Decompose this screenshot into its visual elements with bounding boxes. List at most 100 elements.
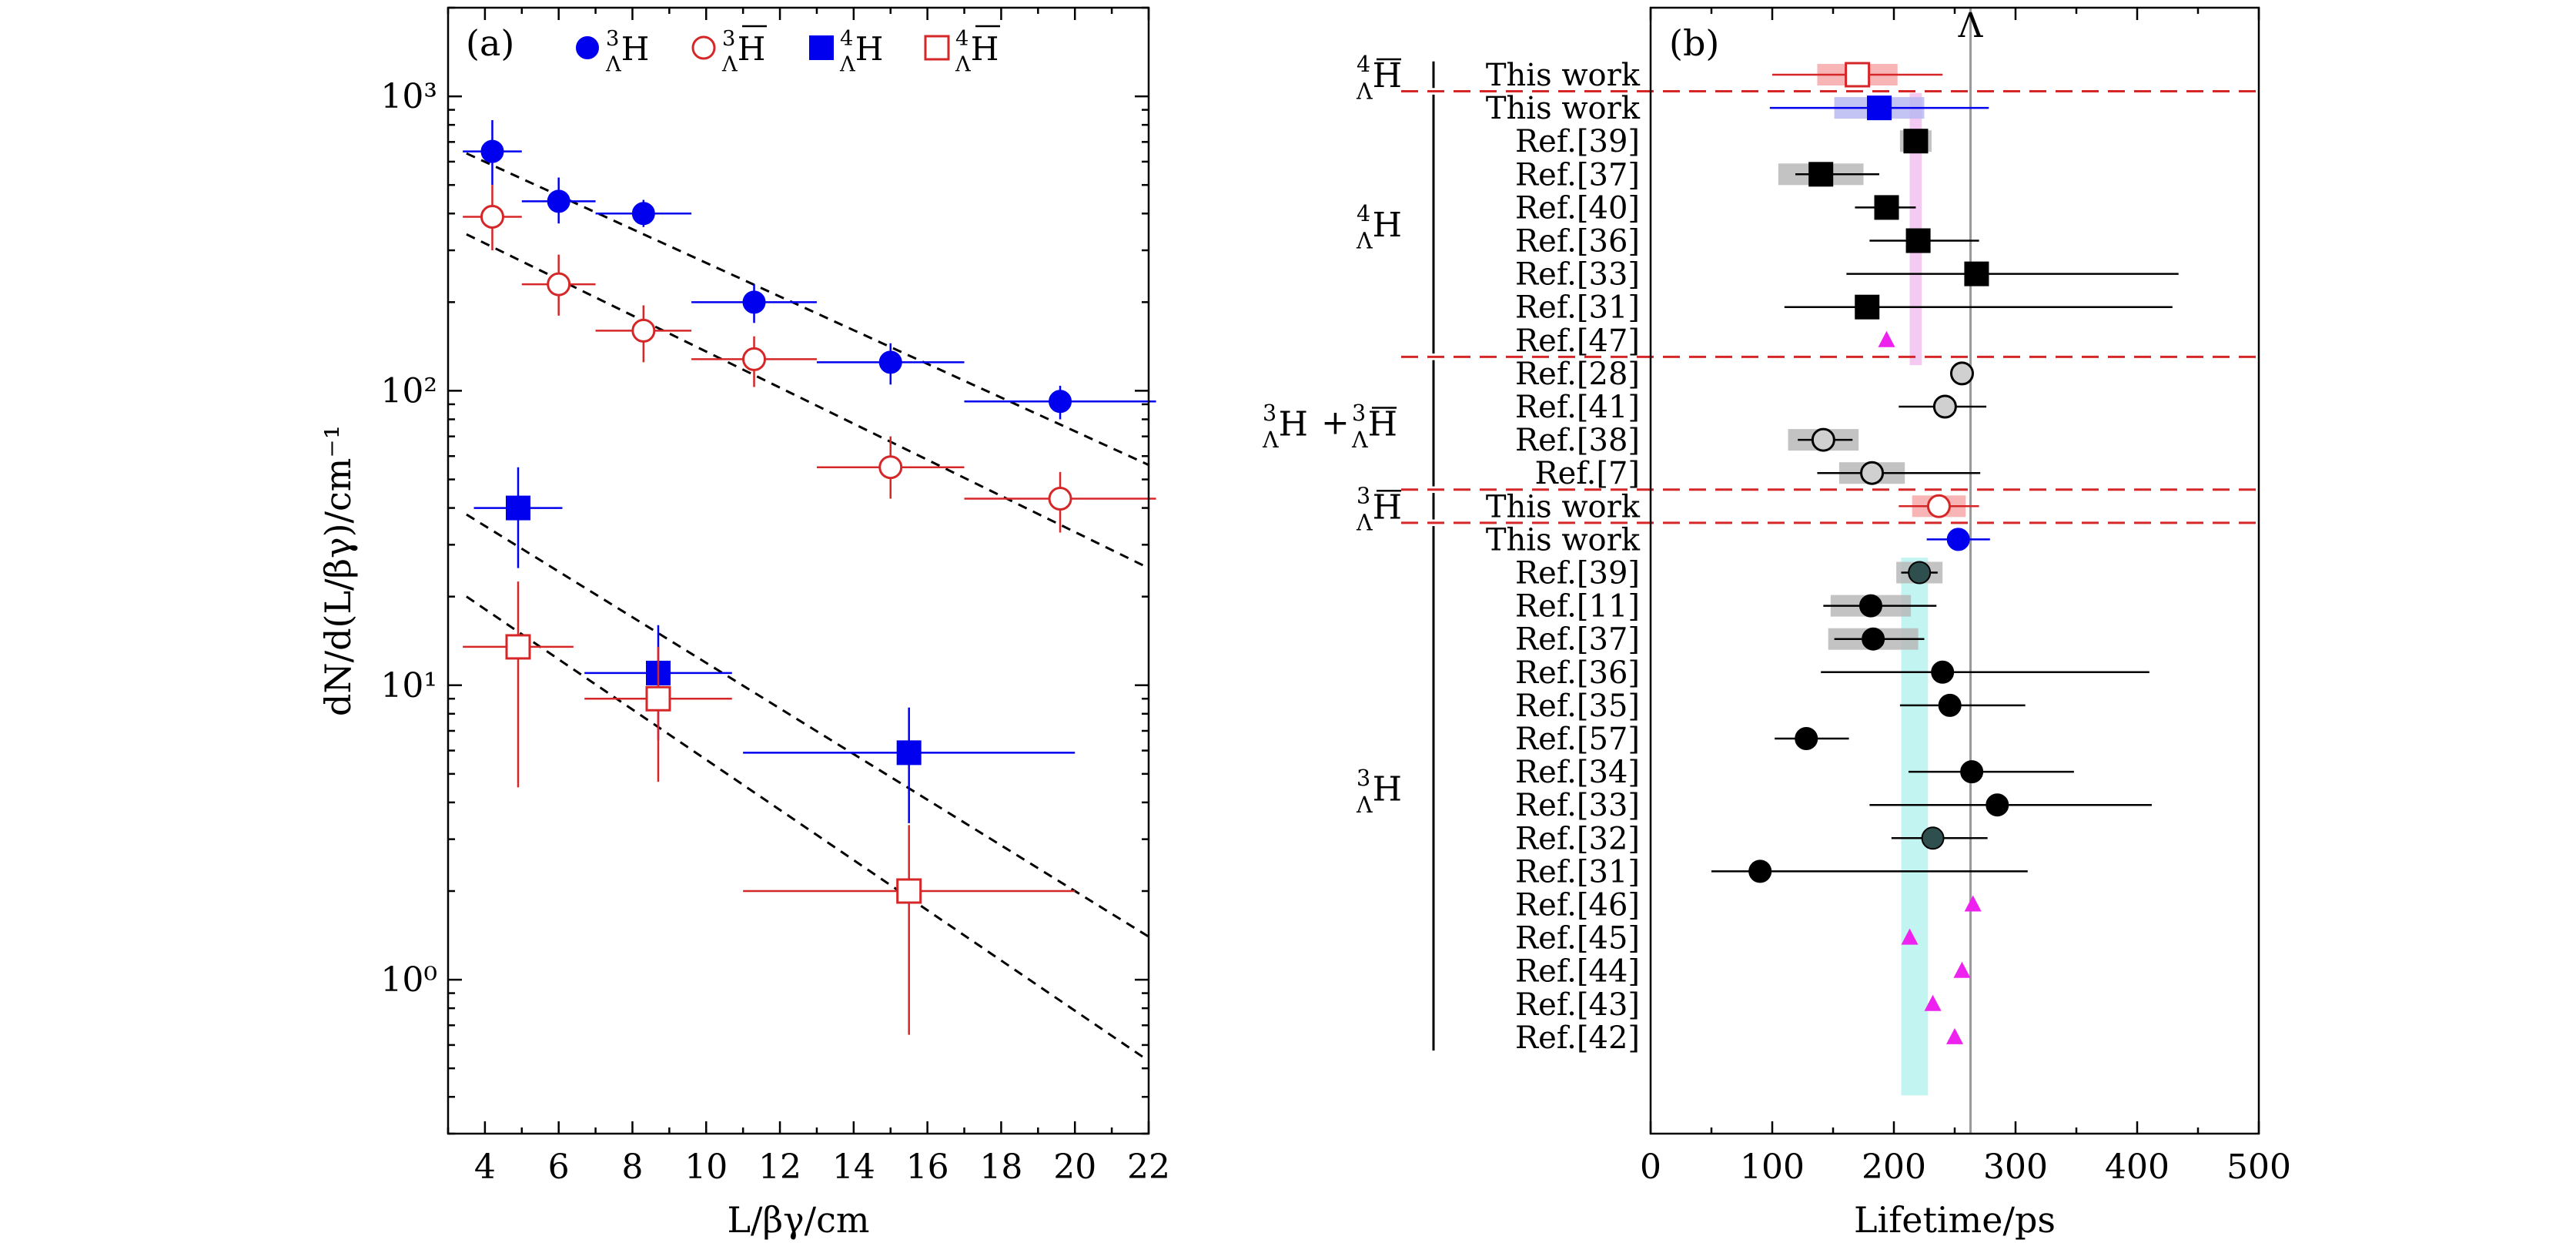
anti-4h-lambda-point-1-marker: [505, 634, 531, 660]
legend-entry-1-label-text: 3 ΛH: [605, 27, 649, 77]
panel-a-x-tick-label-20: 20: [1053, 1148, 1096, 1187]
panel-a-x-tick-label-6: 6: [548, 1148, 570, 1187]
row-14-marker: [1926, 494, 1951, 518]
3h-lambda-point-2-marker: [547, 189, 570, 213]
group-label-4-sub: Λ: [1356, 510, 1373, 536]
3h-lambda-point-6-marker: [1049, 390, 1072, 414]
legend-entry-3-label: 4 ΛH: [839, 27, 883, 77]
group-label-3-sub: Λ: [1262, 427, 1279, 453]
legend-entry-2-label: 3 ΛH: [721, 25, 767, 77]
panel-a-x-tick-label-22: 22: [1127, 1148, 1170, 1187]
row-13-label: Ref.[7]: [1534, 456, 1640, 491]
row-16-label: Ref.[39]: [1515, 556, 1640, 591]
panel-b-x-axis-title: Lifetime/ps: [1854, 1199, 2056, 1241]
3h-lambda-point-4-marker: [742, 290, 766, 314]
row-21-marker: [1795, 727, 1818, 750]
anti-3h-lambda-point-3-marker: [631, 318, 656, 343]
legend-entry-4-label-sub: Λ: [955, 53, 971, 77]
anti-3h-lambda-point-6-marker: [1048, 487, 1072, 511]
group-label-5: 3 ΛH: [1356, 765, 1402, 818]
panel-b-x-tick-label-0: 0: [1640, 1148, 1661, 1187]
row-12-marker: [1811, 427, 1835, 452]
fit-line-4: [466, 595, 1149, 1062]
row-2-marker: [1867, 95, 1892, 121]
group-label-3-second-sub: Λ: [1351, 427, 1368, 453]
legend-entry-4-label-sup: 4: [955, 27, 969, 51]
row-25-marker: [1748, 859, 1772, 883]
row-7-label: Ref.[33]: [1515, 257, 1640, 293]
panel-a-x-tick-label-16: 16: [906, 1148, 949, 1187]
panel-b-axes: 0 100 200 300 400 500: [1640, 8, 2291, 1187]
row-20-label: Ref.[35]: [1515, 689, 1640, 724]
legend-entry-2-label-base: H: [738, 30, 766, 68]
group-label-3-second-base: H: [1368, 405, 1397, 444]
group-label-3: 3 ΛH +3 ΛH: [1262, 400, 1397, 453]
group-label-3-text: 3 ΛH: [1262, 400, 1308, 453]
legend-entry-1-label-base: H: [621, 30, 650, 68]
anti-3h-lambda-point-1-marker: [480, 204, 504, 229]
row-1-marker: [1845, 62, 1871, 88]
panel-a-x-tick-label-4: 4: [474, 1148, 496, 1187]
row-11-marker: [1932, 394, 1957, 419]
panel-b-frame: [1649, 6, 2260, 1135]
row-27-label: Ref.[45]: [1515, 921, 1640, 957]
group-label-1-base: H: [1373, 56, 1402, 95]
panel-a-y-tick-label-10: 10¹: [380, 666, 437, 705]
group-label-5-sup: 3: [1357, 765, 1370, 791]
panel-a-x-tick-label-12: 12: [758, 1148, 801, 1187]
group-label-5-base: H: [1373, 770, 1402, 809]
legend-entry-3-label-sub: Λ: [839, 53, 855, 77]
group-label-3-plus: +: [1321, 404, 1350, 443]
row-10-marker: [1949, 361, 1974, 386]
panel-a-plot-area: [463, 120, 1156, 1062]
group-label-1-sup: 4: [1357, 51, 1370, 77]
row-6-label: Ref.[36]: [1515, 224, 1640, 260]
row-28-marker: [1953, 961, 1971, 978]
row-26-label: Ref.[46]: [1515, 888, 1640, 923]
row-29-label: Ref.[43]: [1515, 987, 1640, 1023]
fit-line-3: [466, 513, 1149, 938]
panel-b-group-labels: 4 ΛH4 ΛH3 ΛH +3 ΛH3 ΛH3 ΛH: [1262, 51, 1435, 1051]
fit-line-2: [466, 233, 1149, 569]
row-7-marker: [1964, 261, 1989, 286]
row-23-label: Ref.[33]: [1515, 788, 1640, 823]
panel-a-x-tick-label-18: 18: [979, 1148, 1022, 1187]
row-3-marker: [1903, 129, 1929, 154]
anti-3h-lambda-point-2-marker: [547, 272, 571, 297]
legend-entry-3-marker: [809, 35, 834, 60]
group-label-2-base: H: [1373, 206, 1402, 245]
panel-b-plot-area: Λ: [1401, 6, 2259, 1134]
legend-entry-1-marker: [576, 36, 599, 59]
legend-entry-2-label-text: 3 ΛH: [721, 27, 765, 77]
row-9-label: Ref.[47]: [1515, 323, 1640, 359]
group-label-4-base: H: [1373, 487, 1402, 527]
row-18-marker: [1862, 627, 1885, 651]
legend-entry-3-label-sup: 4: [840, 27, 853, 51]
group-label-4: 3 ΛH: [1356, 483, 1402, 536]
legend-entry-2-marker: [691, 35, 716, 60]
group-label-5-sub: Λ: [1356, 792, 1373, 818]
row-18-label: Ref.[37]: [1515, 622, 1640, 658]
row-30-marker: [1946, 1027, 1963, 1044]
row-16-marker: [1908, 561, 1932, 585]
3h-lambda-point-3-marker: [631, 202, 655, 226]
row-14-label: This work: [1486, 489, 1641, 524]
panel-b-x-tick-label-400: 400: [2105, 1148, 2170, 1187]
panel-b-tag: (b): [1669, 22, 1719, 64]
row-10-label: Ref.[28]: [1515, 357, 1640, 392]
group-label-2: 4 ΛH: [1356, 200, 1402, 253]
row-12-label: Ref.[38]: [1515, 423, 1640, 458]
legend-entry-4-marker: [924, 35, 950, 61]
anti-4h-lambda-point-3-marker: [896, 878, 922, 904]
4h-lambda-point-3-marker: [896, 740, 922, 766]
panel-a-x-tick-label-8: 8: [621, 1148, 643, 1187]
row-8-label: Ref.[31]: [1515, 290, 1640, 326]
3h-lambda-point-1-marker: [480, 139, 504, 163]
row-5-label: Ref.[40]: [1515, 190, 1640, 226]
row-28-label: Ref.[44]: [1515, 954, 1640, 990]
4h-lambda-point-1-marker: [506, 495, 530, 521]
row-17-marker: [1858, 594, 1882, 618]
row-4-label: Ref.[37]: [1515, 157, 1640, 193]
row-30-label: Ref.[42]: [1515, 1020, 1640, 1056]
